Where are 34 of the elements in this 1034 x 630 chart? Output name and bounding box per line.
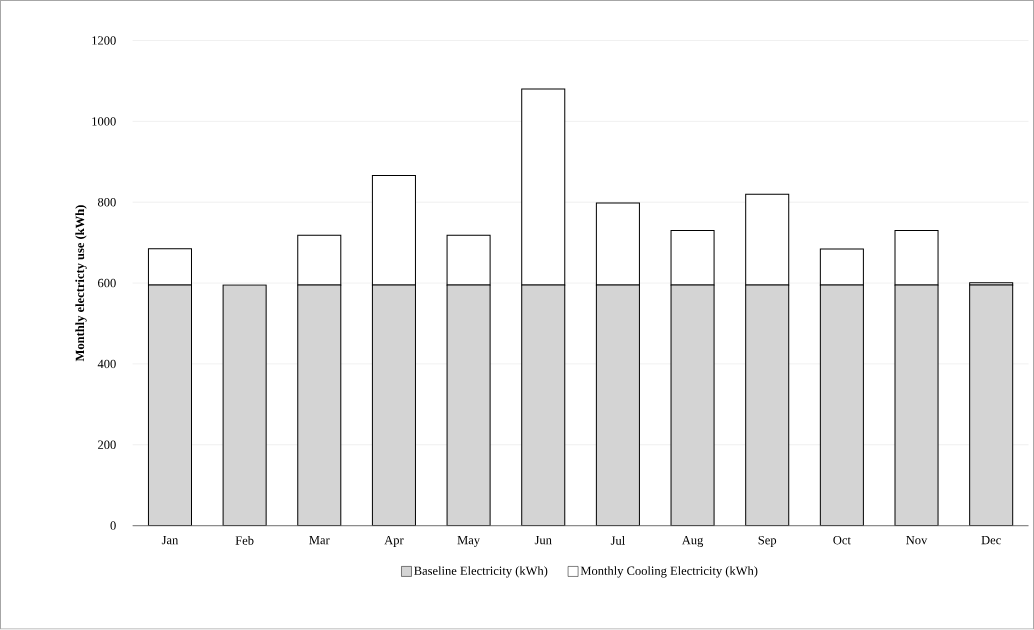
y-tick-label: 1000	[92, 117, 116, 126]
x-tick-label: Aug	[681, 536, 704, 548]
bar	[670, 284, 715, 526]
y-tick-label: 1200	[92, 36, 116, 45]
x-tick-label: Jun	[534, 536, 552, 545]
bar	[819, 284, 864, 526]
bar	[521, 284, 566, 526]
y-tick-label: 0	[110, 521, 116, 531]
x-tick-label: Sep	[758, 536, 777, 548]
bar	[222, 284, 267, 526]
x-tick-label: Mar	[309, 536, 330, 545]
x-tick-label: Nov	[906, 536, 928, 545]
y-tick-label: 800	[97, 198, 116, 207]
bar	[147, 284, 192, 526]
y-axis-title: Monthly electricty use (kWh)	[75, 205, 87, 362]
y-tick-label: 200	[98, 440, 116, 450]
x-tick-label: Jan	[161, 536, 179, 545]
bar	[446, 284, 491, 526]
x-tick-label: Dec	[981, 536, 1001, 545]
x-tick-label: Apr	[384, 536, 404, 548]
bar	[969, 284, 1014, 526]
bar	[595, 284, 640, 526]
x-tick-label: Feb	[235, 536, 254, 545]
bar	[297, 284, 342, 526]
legend-label: Baseline Electricity (kWh)	[414, 566, 548, 578]
bar	[894, 284, 939, 526]
x-tick-label: Jul	[610, 536, 625, 545]
bar	[745, 284, 790, 526]
y-tick-label: 400	[97, 359, 116, 369]
legend-label: Monthly Cooling Electricity (kWh)	[580, 566, 758, 578]
x-tick-label: Oct	[833, 536, 851, 545]
y-tick-label: 600	[98, 279, 116, 288]
bar	[371, 284, 416, 526]
x-tick-label: May	[457, 536, 481, 548]
